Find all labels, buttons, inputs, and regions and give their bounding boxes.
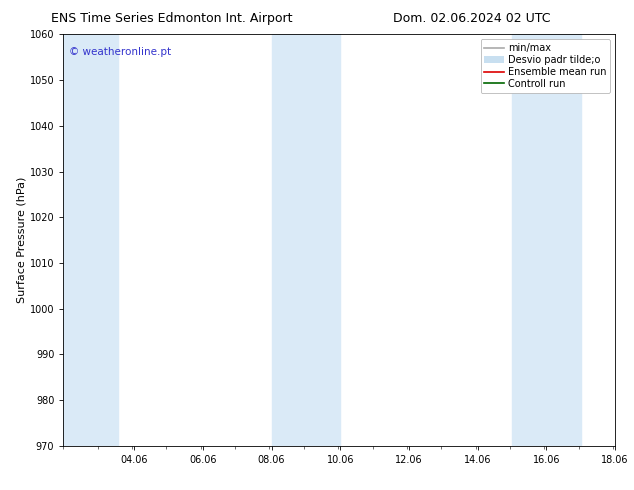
Bar [512,34,581,446]
Y-axis label: Surface Pressure (hPa): Surface Pressure (hPa) [17,177,27,303]
Bar [63,34,119,446]
Bar [271,34,340,446]
Text: Dom. 02.06.2024 02 UTC: Dom. 02.06.2024 02 UTC [393,12,550,25]
Legend: min/max, Desvio padr tilde;o, Ensemble mean run, Controll run: min/max, Desvio padr tilde;o, Ensemble m… [481,39,610,93]
Text: © weatheronline.pt: © weatheronline.pt [69,47,171,57]
Text: ENS Time Series Edmonton Int. Airport: ENS Time Series Edmonton Int. Airport [51,12,292,25]
